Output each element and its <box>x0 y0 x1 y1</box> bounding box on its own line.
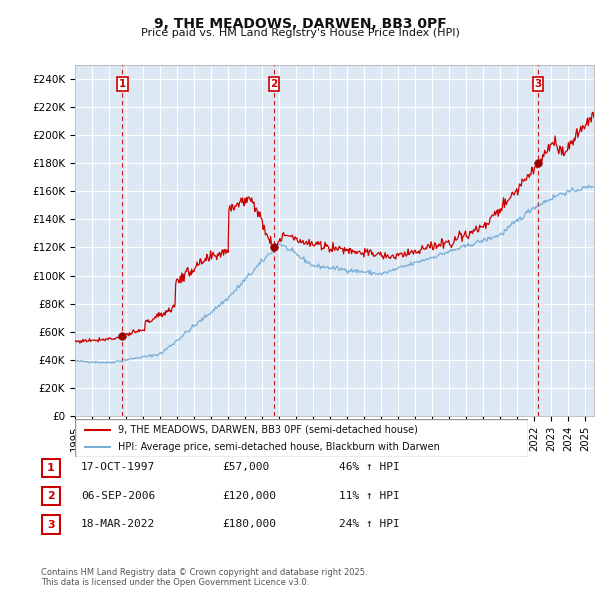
Text: 3: 3 <box>535 79 542 89</box>
Text: HPI: Average price, semi-detached house, Blackburn with Darwen: HPI: Average price, semi-detached house,… <box>118 441 440 451</box>
Text: 3: 3 <box>47 520 55 529</box>
Text: Price paid vs. HM Land Registry's House Price Index (HPI): Price paid vs. HM Land Registry's House … <box>140 28 460 38</box>
Text: 9, THE MEADOWS, DARWEN, BB3 0PF: 9, THE MEADOWS, DARWEN, BB3 0PF <box>154 17 446 31</box>
Text: 1: 1 <box>47 463 55 473</box>
FancyBboxPatch shape <box>42 487 60 505</box>
Text: 11% ↑ HPI: 11% ↑ HPI <box>339 491 400 500</box>
Point <box>533 159 543 168</box>
Text: Contains HM Land Registry data © Crown copyright and database right 2025.
This d: Contains HM Land Registry data © Crown c… <box>41 568 367 587</box>
Text: 9, THE MEADOWS, DARWEN, BB3 0PF (semi-detached house): 9, THE MEADOWS, DARWEN, BB3 0PF (semi-de… <box>118 425 418 435</box>
Text: £180,000: £180,000 <box>222 519 276 529</box>
FancyBboxPatch shape <box>75 419 528 457</box>
Point <box>269 242 278 252</box>
Text: 18-MAR-2022: 18-MAR-2022 <box>81 519 155 529</box>
Text: 46% ↑ HPI: 46% ↑ HPI <box>339 463 400 472</box>
Text: 2: 2 <box>270 79 277 89</box>
Text: 06-SEP-2006: 06-SEP-2006 <box>81 491 155 500</box>
Text: £120,000: £120,000 <box>222 491 276 500</box>
Text: 1: 1 <box>119 79 126 89</box>
Text: 2: 2 <box>47 491 55 501</box>
Text: £57,000: £57,000 <box>222 463 269 472</box>
Text: 24% ↑ HPI: 24% ↑ HPI <box>339 519 400 529</box>
FancyBboxPatch shape <box>42 459 60 477</box>
Point <box>118 331 127 340</box>
FancyBboxPatch shape <box>42 516 60 533</box>
Text: 17-OCT-1997: 17-OCT-1997 <box>81 463 155 472</box>
